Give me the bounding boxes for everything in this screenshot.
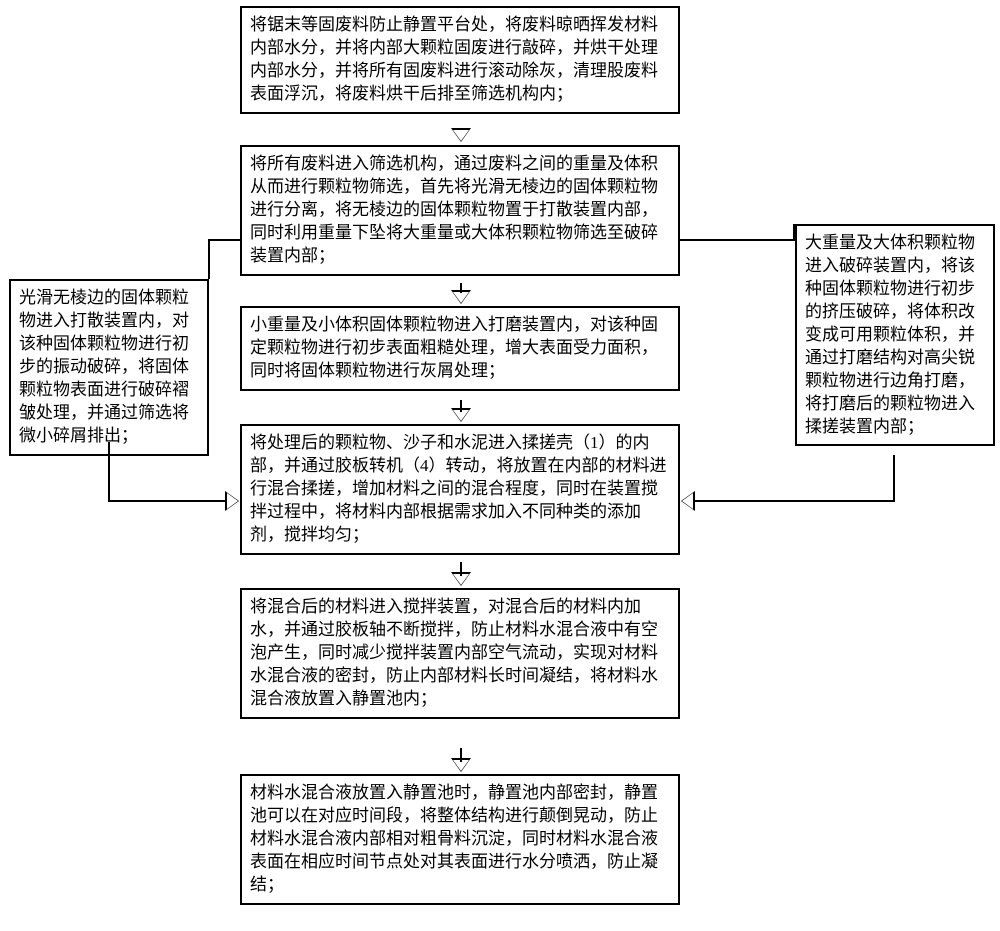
flowchart-step-right: 大重量及大体积颗粒物进入破碎装置内，将该种固体颗粒物进行初步的挤压破碎，将体积改… bbox=[795, 224, 995, 446]
line-2-mid bbox=[460, 283, 462, 293]
connector-right-5-v bbox=[893, 455, 895, 502]
flowchart-step-7: 材料水混合液放置入静置池时，静置池内部密封，静置池可以在对应时间段，将整体结构进… bbox=[240, 774, 680, 905]
step6-text: 将混合后的材料进入搅拌装置，对混合后的材料内加水，并通过胶板轴不断搅拌，防止材料… bbox=[250, 597, 658, 708]
step5-text: 将处理后的颗粒物、沙子和水泥进入揉搓壳（1）的内部，并通过胶板转机（4）转动，将… bbox=[250, 433, 667, 544]
connector-right-5-h bbox=[694, 500, 894, 502]
connector-2-right bbox=[680, 239, 795, 241]
arrow-left-5 bbox=[225, 491, 239, 511]
line-5-6 bbox=[460, 562, 462, 576]
flowchart-step-mid: 小重量及小体积固体颗粒物进入打磨装置内，对该种固定颗粒物进行初步表面粗糙处理，增… bbox=[240, 306, 680, 391]
arrow-right-5 bbox=[681, 491, 695, 511]
step-right-text: 大重量及大体积颗粒物进入破碎装置内，将该种固体颗粒物进行初步的挤压破碎，将体积改… bbox=[805, 233, 975, 436]
step1-text: 将锯末等固废料防止静置平台处，将废料晾晒挥发材料内部水分，并将内部大颗粒固废进行… bbox=[250, 15, 658, 103]
flowchart-step-6: 将混合后的材料进入搅拌装置，对混合后的材料内加水，并通过胶板轴不断搅拌，防止材料… bbox=[240, 588, 680, 719]
step-mid-text: 小重量及小体积固体颗粒物进入打磨装置内，对该种固定颗粒物进行初步表面粗糙处理，增… bbox=[250, 315, 658, 380]
line-6-7 bbox=[460, 748, 462, 762]
connector-left-5-h bbox=[108, 500, 228, 502]
step2-text: 将所有废料进入筛选机构，通过废料之间的重量及体积从而进行颗粒物筛选，首先将光滑无… bbox=[250, 154, 658, 265]
line-mid-5 bbox=[460, 400, 462, 412]
flowchart-step-1: 将锯末等固废料防止静置平台处，将废料晾晒挥发材料内部水分，并将内部大颗粒固废进行… bbox=[240, 6, 680, 114]
connector-left-5-v bbox=[108, 442, 110, 502]
flowchart-step-left: 光滑无棱边的固体颗粒物进入打散装置内，对该种固体颗粒物进行初步的振动破碎，将固体… bbox=[9, 279, 209, 456]
arrow-1-2 bbox=[451, 128, 471, 142]
connector-2-left-v bbox=[208, 239, 210, 279]
flowchart-step-2: 将所有废料进入筛选机构，通过废料之间的重量及体积从而进行颗粒物筛选，首先将光滑无… bbox=[240, 145, 680, 276]
flowchart-step-5: 将处理后的颗粒物、沙子和水泥进入揉搓壳（1）的内部，并通过胶板转机（4）转动，将… bbox=[240, 424, 680, 555]
step-left-text: 光滑无棱边的固体颗粒物进入打散装置内，对该种固体颗粒物进行初步的振动破碎，将固体… bbox=[19, 288, 189, 445]
step7-text: 材料水混合液放置入静置池时，静置池内部密封，静置池可以在对应时间段，将整体结构进… bbox=[250, 783, 658, 894]
connector-2-left bbox=[208, 239, 240, 241]
